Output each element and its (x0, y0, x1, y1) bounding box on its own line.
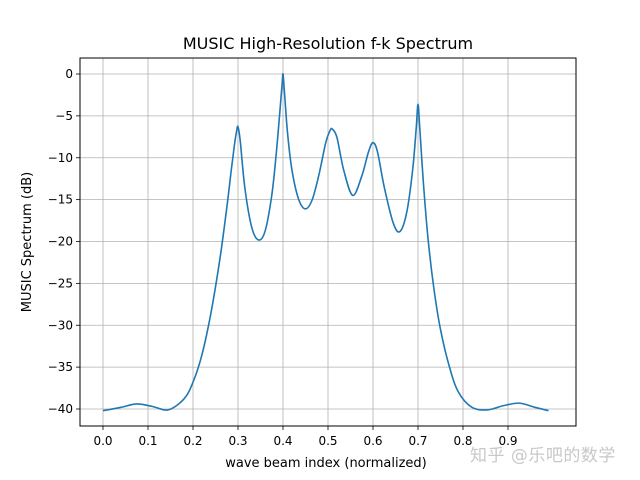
x-axis-label: wave beam index (normalized) (225, 456, 427, 471)
x-tick-label: 0.8 (453, 434, 472, 448)
x-tick-label: 0.1 (138, 434, 157, 448)
x-tick-label: 0.7 (408, 434, 427, 448)
plot-area (102, 73, 549, 412)
y-tick-label: −25 (48, 276, 73, 290)
y-tick-label: −30 (48, 318, 73, 332)
watermark: 知乎 @乐吧的数学 (470, 446, 616, 466)
grid-lines (80, 58, 576, 426)
x-tick-label: 0.2 (183, 434, 202, 448)
y-tick-label: −10 (48, 151, 73, 165)
y-tick-label: −40 (48, 402, 73, 416)
x-axis-ticks: 0.0 0.1 0.2 0.3 0.4 0.5 0.6 0.7 0.8 0.9 (93, 426, 518, 448)
y-tick-label: 0 (65, 67, 73, 81)
y-axis-label: MUSIC Spectrum (dB) (20, 172, 35, 312)
y-tick-label: −35 (48, 360, 73, 374)
x-tick-label: 0.9 (498, 434, 517, 448)
x-tick-label: 0.0 (93, 434, 112, 448)
y-axis-ticks: 0 −5 −10 −15 −20 −25 −30 −35 −40 (48, 67, 80, 416)
x-tick-label: 0.3 (228, 434, 247, 448)
x-tick-label: 0.6 (363, 434, 382, 448)
x-tick-label: 0.5 (318, 434, 337, 448)
y-tick-label: −15 (48, 193, 73, 207)
y-tick-label: −20 (48, 235, 73, 249)
spectrum-line (102, 73, 549, 412)
chart-title: MUSIC High-Resolution f-k Spectrum (183, 34, 473, 53)
x-tick-label: 0.4 (273, 434, 292, 448)
y-tick-label: −5 (55, 109, 73, 123)
